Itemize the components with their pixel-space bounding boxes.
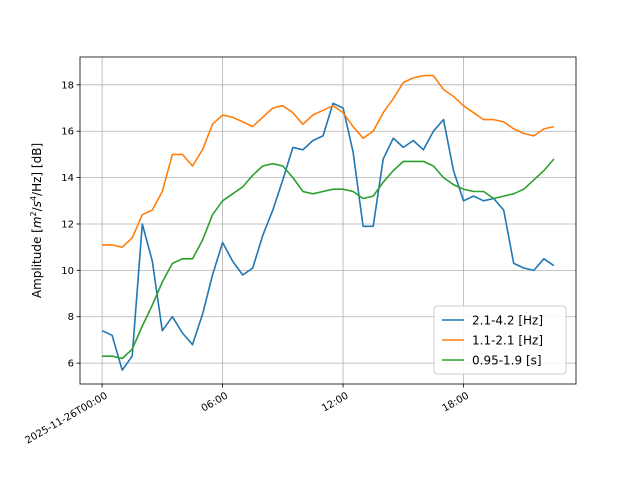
plot-frame <box>79 56 577 385</box>
y-tick-label: 10 <box>61 266 74 277</box>
legend-label: 1.1-2.1 [Hz] <box>472 334 543 348</box>
y-axis: 6 8 10 12 14 16 18 <box>61 80 80 370</box>
x-tick-label: 06:00 <box>200 391 230 415</box>
y-axis-label: Amplitude [m2/s4/Hz] [dB] <box>29 143 44 298</box>
x-tick-label: 18:00 <box>441 391 471 415</box>
legend-box <box>433 305 567 375</box>
legend: 2.1-4.2 [Hz] 1.1-2.1 [Hz] 0.95-1.9 [s] <box>433 305 567 375</box>
x-tick-label: 2025-11-26T00:00 <box>24 391 110 447</box>
grid <box>80 57 576 384</box>
series-line-3 <box>102 158 555 360</box>
series-line-2 <box>102 74 555 248</box>
x-tick-label: 12:00 <box>320 391 350 415</box>
y-tick-label: 16 <box>61 127 74 138</box>
y-tick-label: 14 <box>61 173 74 184</box>
series-lines <box>101 74 555 371</box>
legend-label: 2.1-4.2 [Hz] <box>472 314 543 328</box>
y-tick-label: 12 <box>61 219 74 230</box>
y-tick-label: 8 <box>68 312 74 323</box>
y-tick-label: 18 <box>61 80 74 91</box>
y-tick-label: 6 <box>68 359 74 370</box>
x-axis: 2025-11-26T00:00 06:00 12:00 18:00 <box>24 384 471 447</box>
series-line-1 <box>101 102 555 371</box>
legend-label: 0.95-1.9 [s] <box>472 354 542 368</box>
